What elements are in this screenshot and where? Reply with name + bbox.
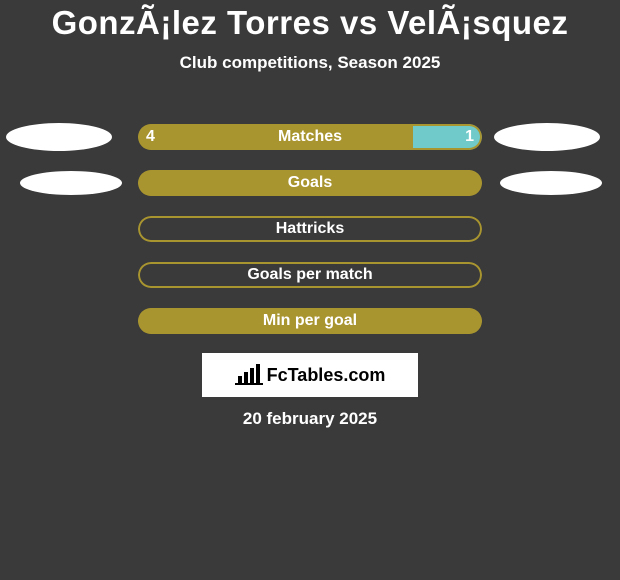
player-right-oval <box>500 171 602 195</box>
player-left-oval <box>20 171 122 195</box>
metric-row: Hattricks <box>0 216 620 242</box>
player-left-oval <box>6 123 112 151</box>
metric-row: Goals per match <box>0 262 620 288</box>
metric-row: Matches41 <box>0 124 620 150</box>
metric-bar: Min per goal <box>138 308 482 334</box>
brand-logo: FcTables.com <box>202 353 418 397</box>
metric-label: Goals per match <box>138 262 482 288</box>
metric-bar: Goals per match <box>138 262 482 288</box>
metric-rows: Matches41GoalsHattricksGoals per matchMi… <box>0 124 620 354</box>
metric-bar-left-fill <box>138 170 482 196</box>
metric-row: Min per goal <box>0 308 620 334</box>
metric-bar-left-fill <box>138 308 482 334</box>
metric-bar-border <box>138 216 482 242</box>
metric-bar-left-fill <box>138 124 413 150</box>
metric-bar: Goals <box>138 170 482 196</box>
metric-bar: Matches41 <box>138 124 482 150</box>
metric-bar: Hattricks <box>138 216 482 242</box>
metric-value-right: 1 <box>465 124 474 150</box>
metric-bar-border <box>138 262 482 288</box>
metric-label: Hattricks <box>138 216 482 242</box>
player-right-oval <box>494 123 600 151</box>
comparison-chart: GonzÃ¡lez Torres vs VelÃ¡squez Club comp… <box>0 0 620 580</box>
page-title: GonzÃ¡lez Torres vs VelÃ¡squez <box>0 0 620 41</box>
page-subtitle: Club competitions, Season 2025 <box>0 53 620 73</box>
bar-chart-icon <box>235 364 263 386</box>
date-text: 20 february 2025 <box>0 409 620 429</box>
metric-value-left: 4 <box>146 124 155 150</box>
metric-row: Goals <box>0 170 620 196</box>
brand-logo-text: FcTables.com <box>267 365 386 386</box>
